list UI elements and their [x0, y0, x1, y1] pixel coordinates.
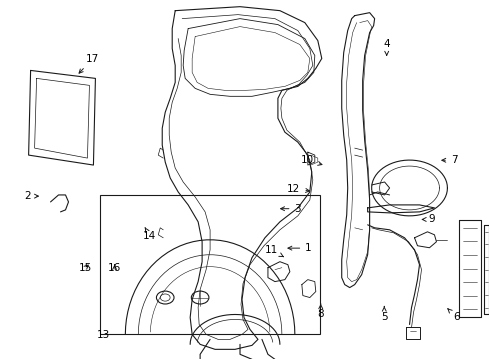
Text: 13: 13	[97, 330, 110, 340]
Text: 17: 17	[79, 54, 99, 73]
Text: 7: 7	[442, 155, 458, 165]
Text: 9: 9	[422, 215, 436, 224]
Text: 16: 16	[108, 263, 121, 273]
Text: 3: 3	[281, 204, 301, 214]
Text: 4: 4	[383, 39, 390, 55]
Text: 15: 15	[78, 263, 92, 273]
Text: 11: 11	[265, 245, 283, 257]
Text: 8: 8	[318, 304, 324, 319]
Text: 12: 12	[287, 184, 310, 194]
Text: 5: 5	[381, 306, 388, 322]
Bar	[100, 195, 320, 334]
Text: 1: 1	[288, 243, 312, 253]
Text: 2: 2	[24, 191, 38, 201]
Text: 6: 6	[448, 309, 460, 322]
Text: 10: 10	[301, 155, 322, 165]
Text: 14: 14	[143, 228, 156, 240]
